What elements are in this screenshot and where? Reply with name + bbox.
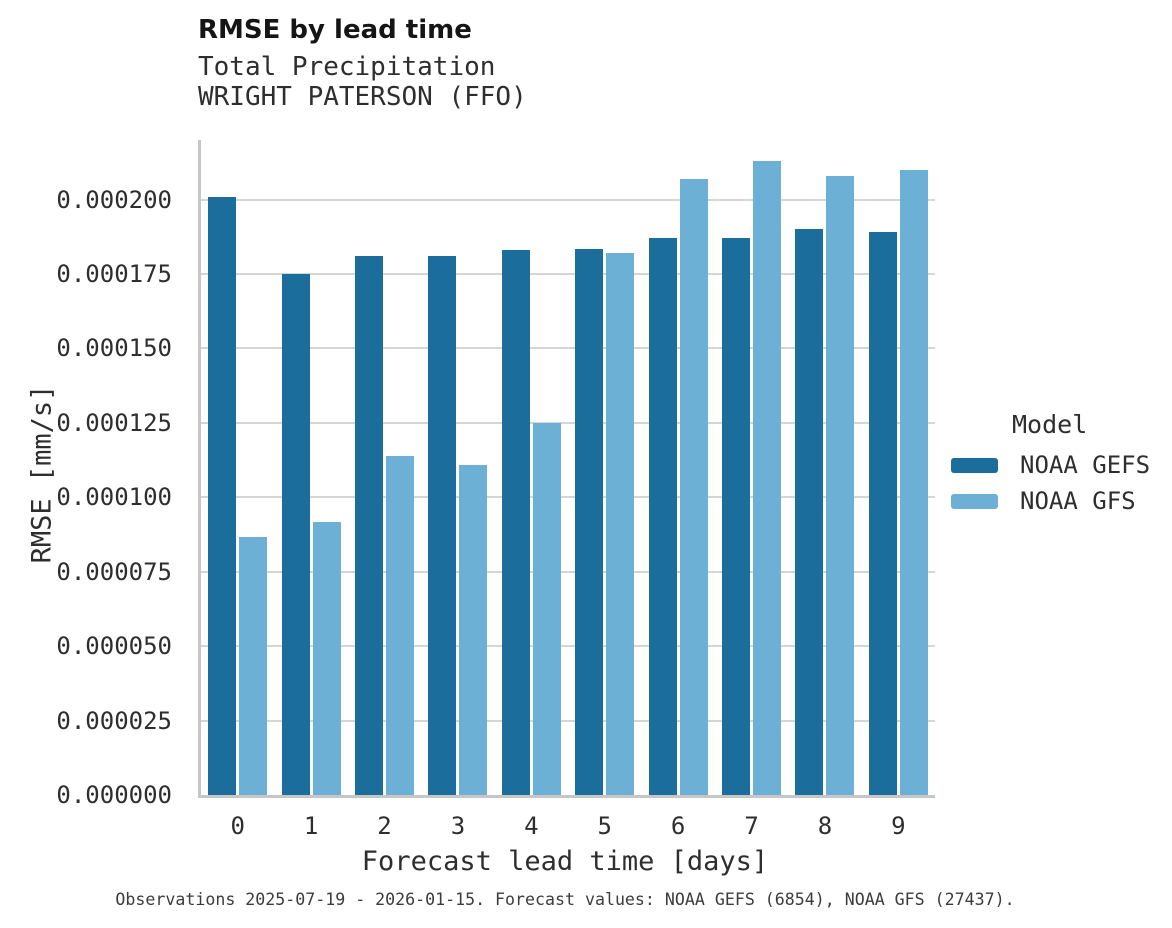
y-axis-label: RMSE [mm/s] [26, 384, 58, 564]
bar-group-8: 8 [788, 140, 861, 840]
x-axis-label: Forecast lead time [days] [361, 846, 769, 877]
bar-noaa-gefs-8 [795, 229, 824, 795]
bar-group-7: 7 [715, 140, 788, 840]
y-tick-label: 0.000000 [56, 781, 172, 809]
legend-swatch [951, 493, 998, 509]
y-tick-label: 0.000125 [56, 408, 172, 437]
bar-noaa-gfs-0 [239, 536, 268, 795]
bar-group-6: 6 [641, 140, 714, 840]
y-tick-label: 0.000100 [56, 483, 172, 512]
bar-noaa-gfs-7 [753, 160, 782, 795]
bar-group-1: 1 [274, 140, 347, 840]
legend-item-noaa-gefs: NOAA GEFS [951, 451, 1150, 479]
y-tick-label: 0.000175 [56, 259, 172, 288]
gridline [201, 645, 935, 648]
gridline [201, 272, 935, 275]
x-tick-label: 0 [230, 812, 245, 840]
title-block: RMSE by lead time Total Precipitation WR… [198, 14, 527, 112]
bar-noaa-gfs-3 [459, 464, 488, 795]
plot-area: 0.000000 0.000025 0.000050 0.000075 0.000100… [56, 140, 935, 840]
y-tick-label: 0.000200 [56, 185, 172, 214]
gridline [201, 719, 935, 722]
bar-noaa-gefs-0 [208, 196, 237, 795]
bar-noaa-gfs-5 [606, 253, 635, 795]
y-tick-label: 0.000025 [56, 706, 172, 735]
chart-subtitle-station: WRIGHT PATERSON (FFO) [198, 82, 527, 112]
bar-noaa-gefs-9 [868, 232, 897, 795]
bar-noaa-gfs-4 [532, 422, 561, 795]
x-tick-label: 8 [817, 812, 833, 840]
bar-noaa-gfs-1 [312, 522, 341, 795]
y-tick-label: 0.000150 [56, 334, 172, 363]
x-tick-label: 5 [597, 812, 612, 840]
gridline [201, 421, 935, 424]
x-tick-label: 9 [891, 812, 906, 840]
legend-label: NOAA GFS [1020, 487, 1136, 515]
bar-group-5: 5 [568, 140, 641, 840]
legend-swatch [951, 457, 998, 473]
x-tick-label: 2 [377, 812, 392, 840]
y-tick-label: 0.000075 [56, 557, 172, 586]
bar-noaa-gefs-1 [281, 273, 310, 795]
x-tick-label: 7 [744, 812, 759, 840]
bar-noaa-gfs-8 [826, 175, 855, 795]
bar-noaa-gfs-9 [899, 169, 928, 795]
bar-noaa-gefs-5 [575, 248, 604, 795]
bar-noaa-gefs-7 [722, 238, 751, 795]
gridline [201, 496, 935, 499]
gridline [201, 198, 935, 201]
gridline [201, 570, 935, 573]
x-tick-label: 1 [303, 812, 319, 840]
bar-group-4: 4 [495, 140, 568, 840]
chart-title: RMSE by lead time [198, 15, 472, 45]
bar-noaa-gefs-3 [428, 256, 457, 795]
x-tick-label: 6 [670, 812, 686, 840]
legend-title: Model [1012, 410, 1088, 439]
bar-noaa-gefs-6 [648, 238, 677, 795]
bar-group-2: 2 [348, 140, 421, 840]
y-tick-label: 0.000050 [56, 632, 172, 661]
legend: Model NOAA GEFS NOAA GFS [951, 410, 1150, 523]
x-tick-label: 4 [524, 812, 539, 840]
bar-noaa-gfs-6 [679, 178, 708, 795]
bar-noaa-gfs-2 [386, 455, 415, 795]
gridline [201, 347, 935, 350]
x-tick-label: 3 [450, 812, 466, 840]
legend-items: NOAA GEFS NOAA GFS [951, 451, 1150, 515]
bar-group-0: 0 [201, 140, 274, 840]
bar-group-3: 3 [421, 140, 494, 840]
bar-noaa-gefs-4 [501, 250, 530, 795]
footer-note: Observations 2025-07-19 - 2026-01-15. Fo… [115, 890, 1015, 909]
legend-label: NOAA GEFS [1020, 451, 1151, 479]
bar-noaa-gefs-2 [355, 256, 384, 795]
chart-subtitle-variable: Total Precipitation [198, 52, 496, 82]
bar-groups: 0 1 2 3 4 5 6 7 8 9 [201, 140, 935, 840]
bar-group-9: 9 [862, 140, 935, 840]
legend-item-noaa-gfs: NOAA GFS [951, 487, 1150, 515]
